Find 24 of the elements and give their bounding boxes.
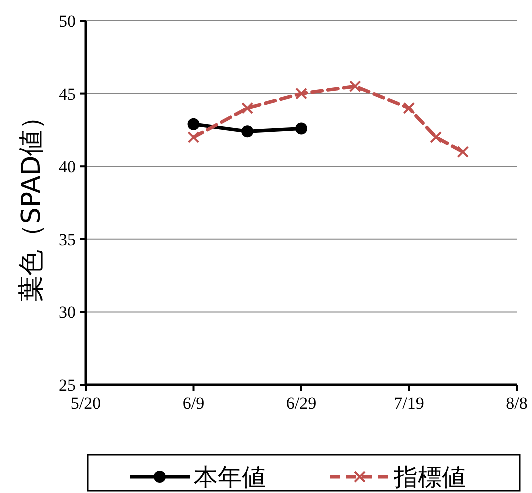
y-axis-title: 葉色（SPAD値） bbox=[17, 104, 47, 302]
legend-label: 本年値 bbox=[194, 463, 266, 492]
point bbox=[457, 146, 470, 158]
x-tick-label: 8/8 bbox=[506, 394, 528, 413]
x-tick-label: 5/20 bbox=[70, 394, 102, 413]
y-tick-label: 45 bbox=[59, 84, 76, 104]
y-tick-label: 35 bbox=[59, 230, 76, 250]
y-tick-label: 50 bbox=[59, 12, 76, 31]
x-tick-label: 7/19 bbox=[394, 394, 424, 413]
point bbox=[188, 118, 200, 130]
y-tick-label: 40 bbox=[59, 158, 76, 177]
point bbox=[296, 88, 308, 100]
x-tick-label: 6/9 bbox=[182, 394, 205, 413]
point bbox=[403, 102, 416, 114]
point bbox=[242, 126, 254, 138]
point bbox=[296, 122, 308, 135]
x-tick-label: 6/29 bbox=[286, 394, 317, 413]
point bbox=[242, 102, 254, 114]
legend-label: 指標値 bbox=[393, 463, 466, 492]
y-tick-label: 30 bbox=[59, 303, 76, 322]
point bbox=[188, 131, 200, 144]
point bbox=[430, 131, 442, 144]
y-tick-label: 25 bbox=[59, 376, 76, 395]
point bbox=[349, 80, 362, 93]
